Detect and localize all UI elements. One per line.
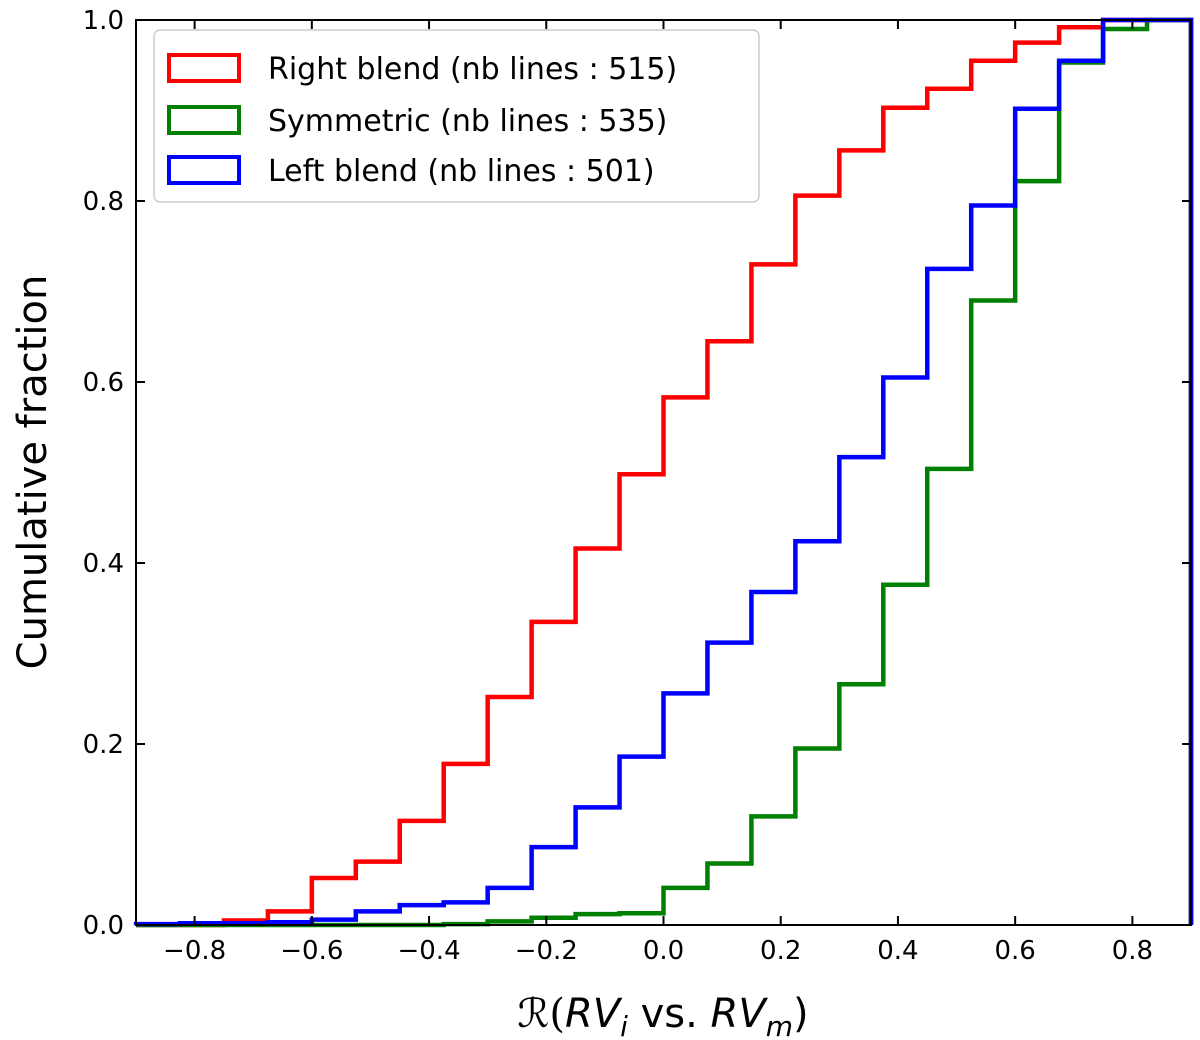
legend: Right blend (nb lines : 515) Symmetric (… bbox=[153, 29, 760, 203]
x-axis-title-rv-m: RV bbox=[711, 991, 769, 1037]
legend-swatch-symmetric bbox=[167, 105, 241, 135]
legend-swatch-right-blend bbox=[167, 53, 241, 83]
x-tick-label: 0.4 bbox=[877, 936, 918, 966]
x-tick-label: −0.4 bbox=[397, 936, 460, 966]
legend-label-left-blend: Left blend (nb lines : 501) bbox=[268, 154, 655, 189]
x-tick-label: 0.2 bbox=[760, 936, 801, 966]
x-axis-ticks: −0.8 −0.6 −0.4 −0.2 0.0 0.2 0.4 0.6 0.8 bbox=[163, 20, 1153, 966]
y-tick-label: 0.6 bbox=[83, 368, 124, 398]
legend-label-right-blend: Right blend (nb lines : 515) bbox=[268, 52, 677, 87]
y-tick-label: 1.0 bbox=[83, 6, 124, 36]
legend-label-symmetric: Symmetric (nb lines : 535) bbox=[268, 104, 667, 139]
x-axis-title-sub-m: m bbox=[766, 1010, 793, 1040]
x-axis-title-suffix: ) bbox=[793, 991, 809, 1037]
series-line-right-blend bbox=[136, 17, 1194, 928]
x-tick-label: 0.6 bbox=[994, 936, 1035, 966]
x-axis-title-rv-i: RV bbox=[565, 991, 623, 1037]
x-tick-label: 0.0 bbox=[643, 936, 684, 966]
x-tick-label: −0.6 bbox=[280, 936, 343, 966]
x-axis-title: ℛ(RVi vs. RVm) bbox=[517, 991, 808, 1040]
x-axis-title-sub-i: i bbox=[620, 1010, 628, 1040]
x-axis-title-middle: vs. bbox=[628, 991, 711, 1037]
legend-swatch-left-blend bbox=[167, 155, 241, 185]
y-tick-label: 0.2 bbox=[83, 730, 124, 760]
y-tick-label: 0.8 bbox=[83, 187, 124, 217]
y-axis-ticks: 0.0 0.2 0.4 0.6 0.8 1.0 bbox=[83, 6, 1191, 941]
y-tick-label: 0.0 bbox=[83, 911, 124, 941]
y-tick-label: 0.4 bbox=[83, 549, 124, 579]
y-axis-title: Cumulative fraction bbox=[10, 275, 56, 670]
x-axis-title-prefix: ℛ( bbox=[517, 991, 565, 1037]
x-tick-label: 0.8 bbox=[1112, 936, 1153, 966]
legend-box bbox=[153, 29, 760, 203]
x-tick-label: −0.8 bbox=[163, 936, 226, 966]
x-tick-label: −0.2 bbox=[515, 936, 578, 966]
